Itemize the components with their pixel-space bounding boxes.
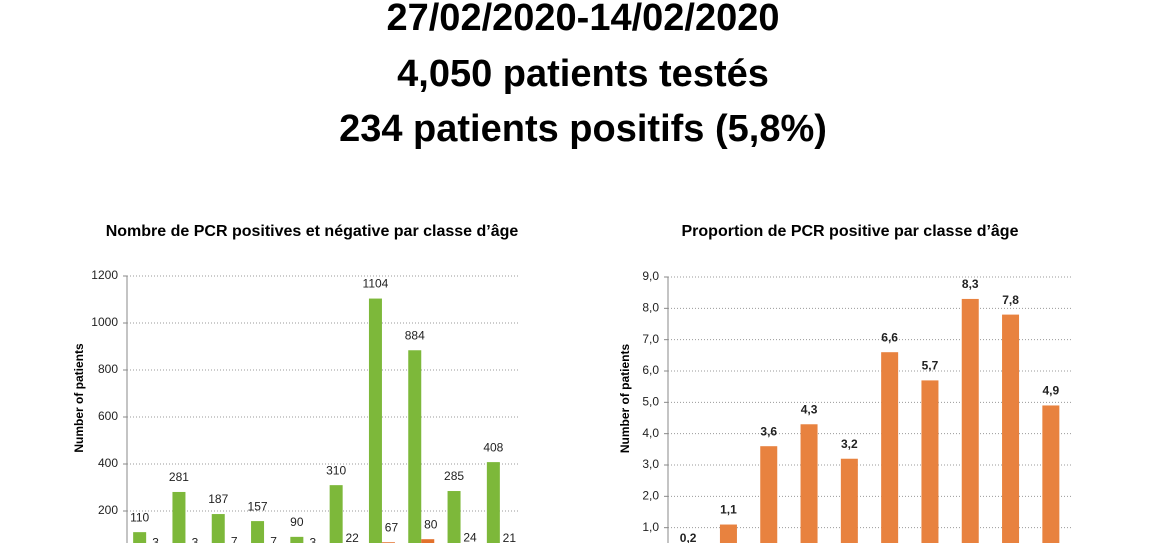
data-label: 110	[130, 510, 149, 524]
data-label: 285	[444, 469, 464, 483]
bar	[251, 521, 265, 543]
bar	[290, 536, 304, 543]
y-tick-label: 5,0	[642, 395, 659, 409]
y-axis-label: Number of patients	[618, 344, 632, 454]
data-label: 1,1	[720, 503, 737, 517]
data-label: 21	[503, 531, 517, 543]
bar	[881, 352, 899, 543]
data-label: 24	[463, 531, 477, 543]
bar	[329, 485, 343, 543]
y-tick-label: 400	[98, 456, 118, 470]
data-label: 3	[152, 535, 159, 543]
bar	[486, 462, 500, 543]
chart-title: Nombre de PCR positives et négative par …	[106, 223, 519, 240]
data-label: 22	[345, 531, 359, 543]
y-tick-label: 1,0	[642, 520, 659, 534]
data-label: 90	[290, 515, 304, 529]
bar	[800, 424, 818, 543]
header-line: 27/02/2020-14/02/2020	[386, 0, 779, 39]
data-label: 8,3	[962, 277, 979, 291]
data-label: 281	[169, 470, 189, 484]
bar	[172, 491, 186, 543]
bar	[408, 350, 422, 543]
data-label: 3	[310, 535, 317, 543]
bar	[719, 524, 737, 543]
data-label: 7	[270, 535, 277, 543]
data-label: 4,3	[801, 402, 818, 416]
y-tick-label: 3,0	[642, 457, 659, 471]
y-tick-label: 6,0	[642, 363, 659, 377]
data-label: 3,2	[841, 437, 858, 451]
data-label: 0,2	[680, 531, 697, 543]
y-tick-label: 1000	[91, 315, 118, 329]
data-label: 67	[385, 520, 399, 534]
data-label: 7,8	[1002, 293, 1019, 307]
y-tick-label: 4,0	[642, 426, 659, 440]
data-label: 80	[424, 517, 438, 531]
data-label: 187	[208, 492, 228, 506]
bar	[421, 539, 435, 543]
header-line: 4,050 patients testés	[397, 53, 769, 95]
data-label: 3	[192, 535, 199, 543]
y-tick-label: 2,0	[642, 489, 659, 503]
header-line: 234 patients positifs (5,8%)	[339, 108, 827, 150]
y-tick-label: 9,0	[642, 269, 659, 283]
bar	[840, 458, 858, 543]
bar	[921, 380, 939, 543]
y-tick-label: 200	[98, 503, 118, 517]
data-label: 408	[483, 440, 503, 454]
bar	[368, 298, 382, 543]
data-label: 4,9	[1043, 384, 1060, 398]
y-tick-label: 1200	[91, 268, 118, 282]
data-label: 310	[326, 463, 346, 477]
bar	[1002, 314, 1020, 543]
data-label: 884	[405, 328, 425, 342]
data-label: 3,6	[760, 424, 777, 438]
y-tick-label: 600	[98, 409, 118, 423]
data-label: 1104	[363, 277, 389, 291]
data-label: 6,6	[881, 330, 898, 344]
data-label: 7	[231, 535, 238, 543]
bar	[961, 298, 979, 543]
y-tick-label: 8,0	[642, 301, 659, 315]
y-tick-label: 800	[98, 362, 118, 376]
bar	[447, 491, 461, 543]
y-axis-label: Number of patients	[72, 343, 86, 453]
bar	[1042, 405, 1060, 543]
bar	[760, 446, 778, 543]
chart-title: Proportion de PCR positive par classe d’…	[682, 223, 1019, 240]
bar	[211, 514, 225, 543]
bar	[133, 532, 147, 543]
y-tick-label: 7,0	[642, 332, 659, 346]
data-label: 5,7	[922, 359, 939, 373]
data-label: 157	[248, 499, 268, 513]
